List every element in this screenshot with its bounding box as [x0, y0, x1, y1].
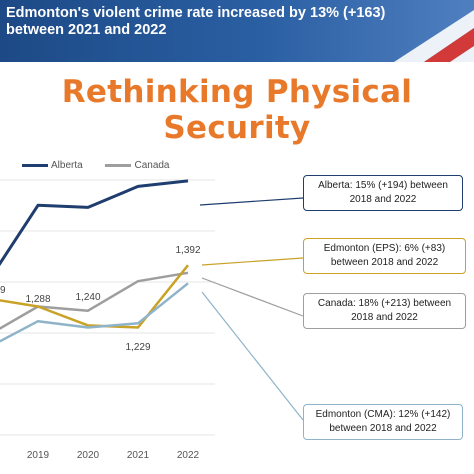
- callout-canada: Canada: 18% (+213) between 2018 and 2022: [303, 293, 466, 329]
- legend-label-canada: Canada: [134, 160, 170, 171]
- series-line-edmonton-eps: [0, 264, 189, 329]
- page-headline: Rethinking Physical Security: [61, 74, 413, 146]
- callout-connector: [201, 257, 304, 266]
- flag-stripes-graphic: [394, 10, 474, 62]
- data-label: 1,229: [125, 342, 150, 353]
- callout-edmonton-cma: Edmonton (CMA): 12% (+142) between 2018 …: [303, 404, 463, 440]
- x-tick-label: 2019: [27, 450, 50, 461]
- data-label: 1,392: [175, 245, 200, 256]
- callout-connector: [199, 197, 304, 206]
- legend-swatch-canada: [105, 163, 132, 167]
- data-label: 9: [0, 285, 6, 296]
- banner-title: Edmonton's violent crime rate increased …: [6, 5, 386, 38]
- chart-legend: Alberta Canada: [22, 160, 190, 171]
- legend-item-alberta: Alberta: [22, 160, 83, 171]
- legend-swatch-alberta: [22, 163, 48, 167]
- x-tick-label: 2022: [177, 450, 200, 461]
- series-line-canada: [0, 271, 189, 330]
- legend-label-alberta: Alberta: [51, 160, 83, 171]
- data-label: 1,240: [75, 292, 100, 303]
- x-tick-label: 2020: [77, 450, 100, 461]
- series-line-edmonton-cma: [0, 282, 189, 343]
- x-tick-label: 2021: [127, 450, 150, 461]
- callout-connector: [201, 291, 304, 421]
- callout-connector: [201, 277, 304, 317]
- header-banner: Edmonton's violent crime rate increased …: [0, 0, 474, 62]
- legend-item-canada: Canada: [105, 160, 170, 171]
- series-line-alberta: [0, 179, 189, 267]
- data-label: 1,288: [25, 294, 50, 305]
- callout-edmonton-eps: Edmonton (EPS): 6% (+83) between 2018 an…: [303, 238, 466, 274]
- callout-alberta: Alberta: 15% (+194) between 2018 and 202…: [303, 175, 463, 211]
